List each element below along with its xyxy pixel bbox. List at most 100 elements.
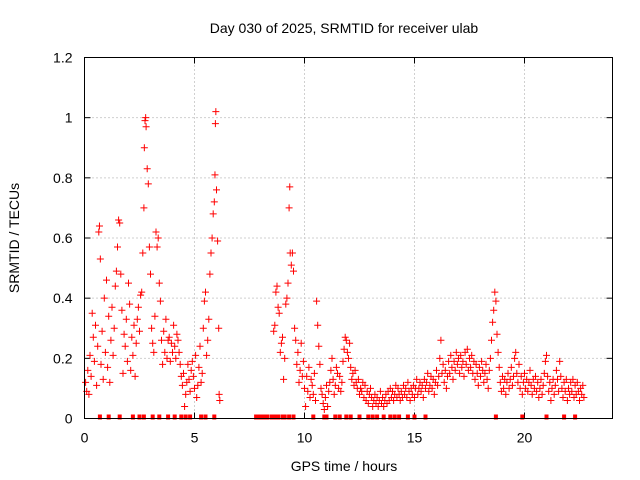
y-tick-label: 0.6 (53, 230, 73, 246)
data-point (418, 381, 426, 389)
data-point (364, 399, 372, 407)
data-point (417, 387, 425, 395)
data-point (526, 366, 534, 374)
data-point (209, 210, 217, 218)
zero-marker (188, 414, 193, 420)
zero-marker (322, 414, 327, 420)
data-point (312, 396, 319, 404)
data-point (307, 375, 315, 383)
zero-marker (157, 414, 162, 420)
data-point (348, 375, 356, 383)
data-point (293, 360, 301, 368)
data-point (143, 165, 151, 173)
data-point (376, 387, 384, 395)
data-point (367, 384, 374, 392)
data-point (337, 387, 345, 395)
data-point (339, 357, 347, 365)
zero-marker (324, 414, 329, 420)
data-point (88, 309, 96, 317)
data-point (142, 123, 150, 131)
zero-marker (388, 414, 393, 420)
data-point (524, 387, 532, 395)
data-point (94, 342, 102, 350)
data-point (109, 351, 117, 359)
data-point (515, 360, 523, 368)
data-point (195, 363, 203, 371)
data-point (133, 315, 141, 323)
zero-marker (375, 414, 380, 420)
data-point (502, 390, 510, 398)
data-point (132, 339, 140, 347)
data-point (517, 372, 525, 380)
data-point (170, 321, 178, 329)
data-point (331, 381, 339, 389)
data-point (174, 336, 182, 344)
data-point (87, 372, 95, 380)
data-point (473, 369, 481, 377)
data-point (206, 270, 214, 278)
zero-marker (573, 414, 578, 420)
zero-marker (544, 414, 549, 420)
data-point (181, 402, 189, 410)
data-point (163, 354, 171, 362)
data-point (303, 372, 311, 380)
data-point (151, 312, 159, 320)
zero-marker (117, 414, 122, 420)
data-point (90, 357, 98, 365)
data-point (527, 381, 535, 389)
data-point (140, 204, 148, 212)
chart-title: Day 030 of 2025, SRMTID for receiver ula… (210, 20, 479, 36)
data-point (325, 387, 333, 395)
data-point (95, 228, 103, 236)
data-point (103, 276, 110, 284)
data-point (89, 333, 97, 341)
data-point (111, 282, 119, 290)
data-point (505, 384, 513, 392)
data-point (127, 366, 135, 374)
data-point (286, 183, 294, 191)
data-point (202, 288, 209, 296)
data-point (568, 387, 576, 395)
data-point (317, 384, 325, 392)
data-point (128, 333, 136, 341)
zero-marker (344, 414, 349, 420)
data-point (332, 363, 340, 371)
zero-marker (172, 414, 177, 420)
data-point (101, 348, 109, 356)
data-point (468, 351, 476, 359)
data-point (169, 348, 176, 356)
data-point (511, 354, 519, 362)
data-point (548, 384, 556, 392)
data-point (436, 354, 444, 362)
data-point (171, 342, 179, 350)
data-point (114, 243, 121, 251)
data-point (467, 363, 475, 371)
data-point (482, 360, 490, 368)
data-point (155, 279, 163, 287)
tick-labels: 0 0.2 0.4 0.6 0.8 1 1.2 0 5 10 15 20 (53, 50, 532, 446)
zero-marker (273, 414, 278, 420)
data-point (125, 279, 132, 287)
data-point (457, 351, 465, 359)
data-point (164, 336, 172, 344)
data-point (112, 267, 120, 275)
data-point (330, 390, 338, 398)
zero-marker (265, 414, 270, 420)
data-point (528, 390, 536, 398)
zero-marker (166, 414, 171, 420)
zero-marker (212, 414, 217, 420)
data-point (503, 378, 511, 386)
data-point (533, 387, 541, 395)
data-point (504, 369, 512, 377)
zero-marker (423, 414, 428, 420)
data-point (178, 381, 186, 389)
data-point (380, 402, 388, 410)
data-point (117, 270, 125, 278)
zero-marker (412, 414, 417, 420)
data-point (338, 378, 346, 386)
data-point (99, 375, 107, 383)
data-points (82, 108, 588, 413)
data-point (557, 372, 565, 380)
data-point (105, 312, 113, 320)
data-point (291, 324, 299, 332)
